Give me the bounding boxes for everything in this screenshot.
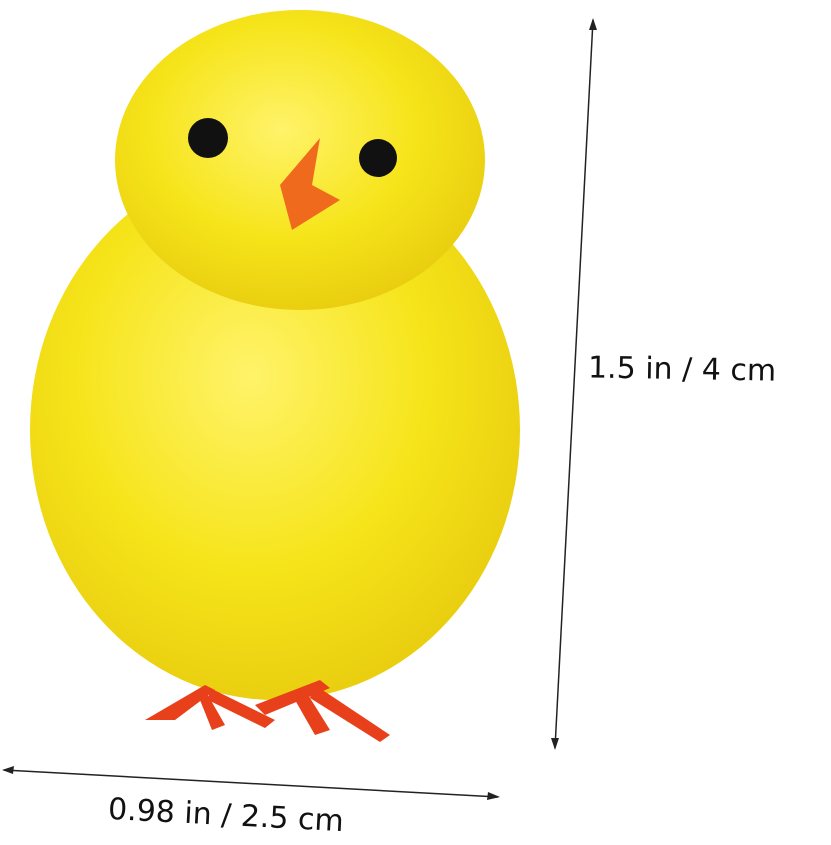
- left-eye: [188, 118, 228, 158]
- feet: [145, 680, 390, 742]
- right-eye: [359, 139, 397, 177]
- dimension-lines: [2, 18, 597, 800]
- height-label: 1.5 in / 4 cm: [587, 350, 777, 389]
- chick-head: [115, 10, 485, 310]
- width-arrow-left: [2, 766, 14, 774]
- height-arrow-bottom: [551, 738, 559, 750]
- height-arrow-top: [589, 18, 597, 30]
- chick-body: [30, 160, 520, 700]
- chick: [30, 10, 520, 742]
- beak: [280, 138, 340, 230]
- width-line: [3, 769, 499, 798]
- width-arrow-right: [487, 792, 500, 800]
- height-line: [554, 19, 594, 749]
